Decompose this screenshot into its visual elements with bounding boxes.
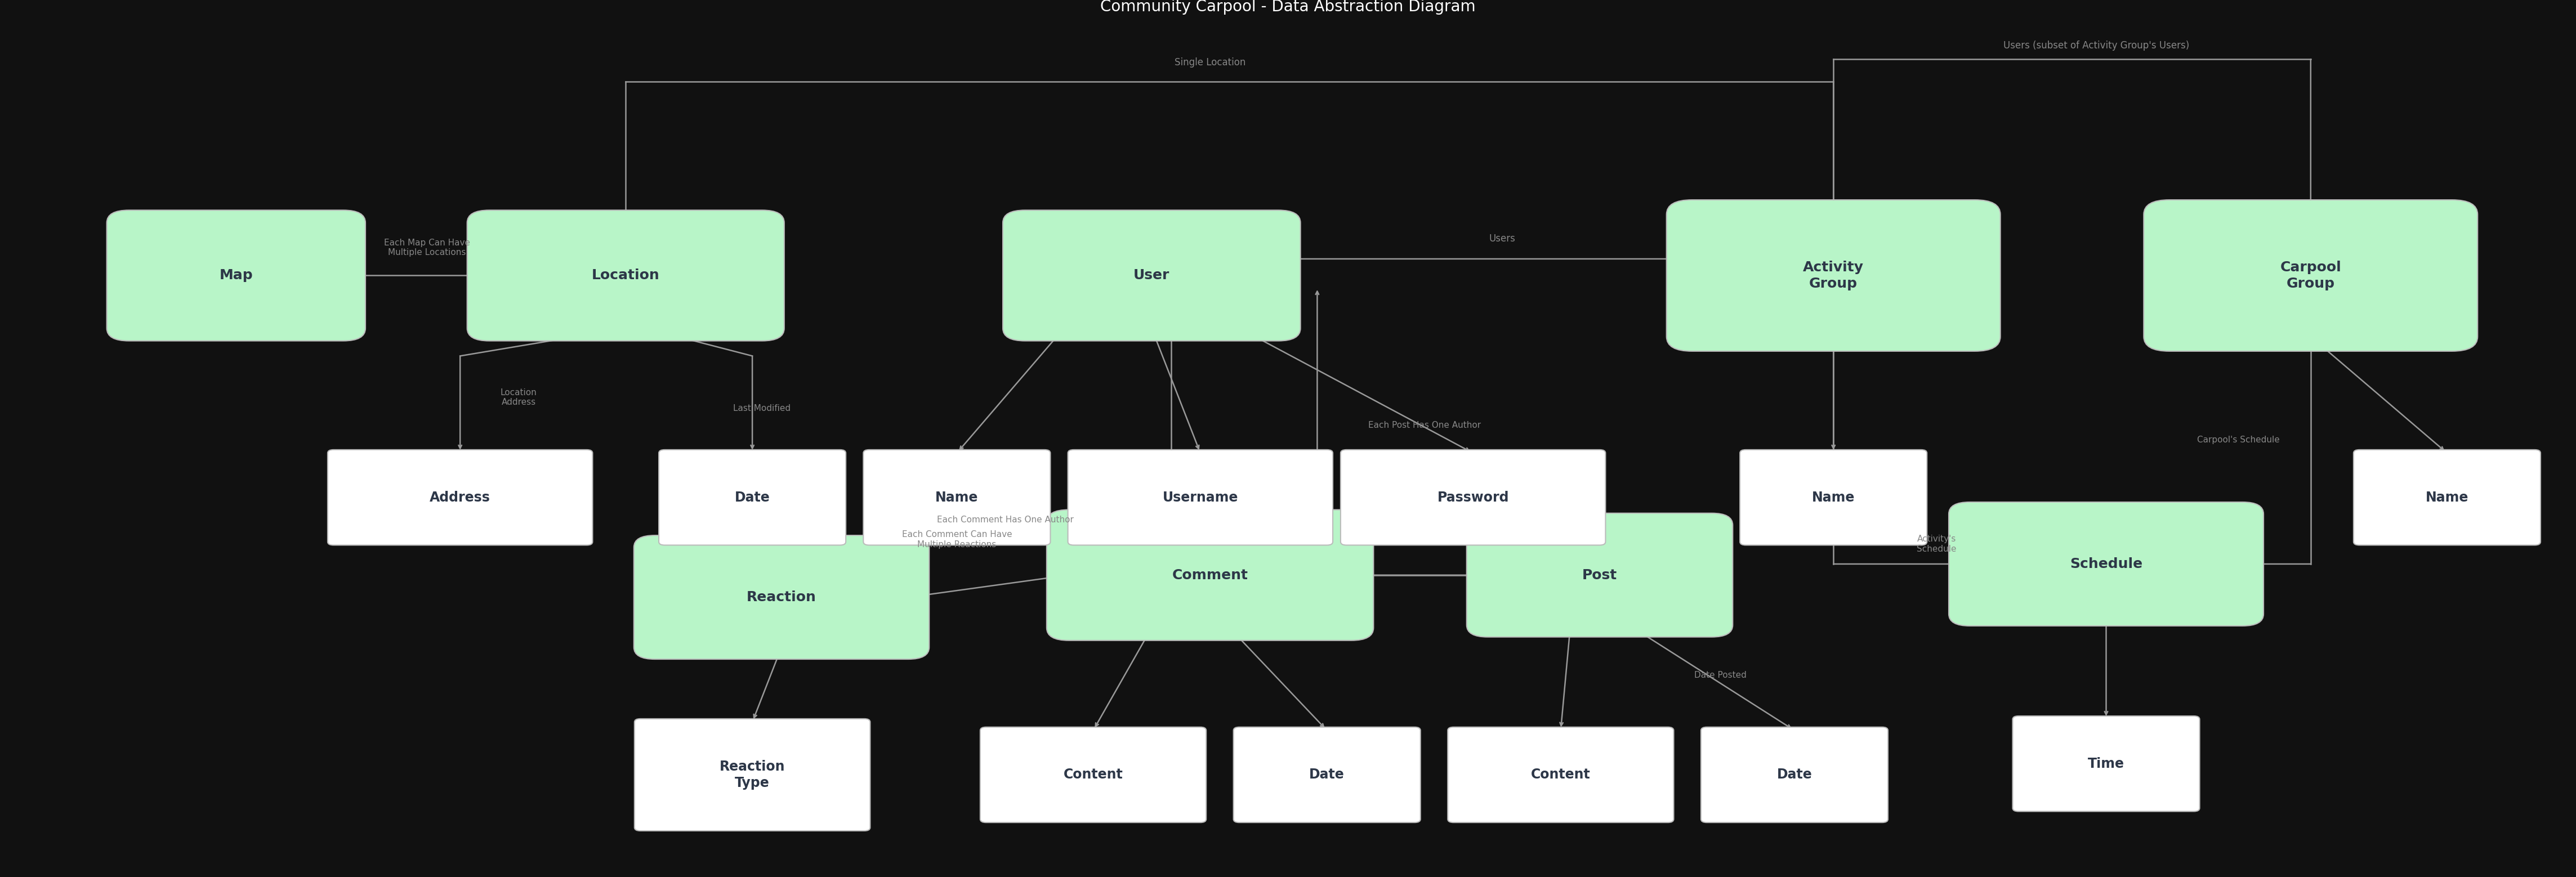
Text: Last Modified: Last Modified xyxy=(734,404,791,413)
Text: Post: Post xyxy=(1582,568,1618,581)
Text: Comment: Comment xyxy=(1172,568,1249,581)
Text: Users: Users xyxy=(1489,234,1515,244)
Text: Each Comment Has One Author: Each Comment Has One Author xyxy=(938,516,1074,524)
Text: Community Carpool - Data Abstraction Diagram: Community Carpool - Data Abstraction Dia… xyxy=(1100,0,1476,15)
Text: Date: Date xyxy=(1777,768,1811,781)
FancyBboxPatch shape xyxy=(1046,510,1373,640)
FancyBboxPatch shape xyxy=(1950,503,2264,626)
Text: Activity
Group: Activity Group xyxy=(1803,260,1865,290)
FancyBboxPatch shape xyxy=(634,719,871,831)
FancyBboxPatch shape xyxy=(2012,716,2200,811)
Text: Name: Name xyxy=(2427,490,2468,504)
FancyBboxPatch shape xyxy=(634,535,930,660)
FancyBboxPatch shape xyxy=(659,450,845,545)
Text: Carpool
Group: Carpool Group xyxy=(2280,260,2342,290)
Text: Name: Name xyxy=(935,490,979,504)
FancyBboxPatch shape xyxy=(327,450,592,545)
Text: Each Map Can Have
Multiple Locations: Each Map Can Have Multiple Locations xyxy=(384,239,469,257)
Text: Map: Map xyxy=(219,268,252,282)
Text: Single Location: Single Location xyxy=(1175,57,1247,68)
Text: Password: Password xyxy=(1437,490,1510,504)
Text: Activity's
Schedule: Activity's Schedule xyxy=(1917,535,1958,553)
Text: User: User xyxy=(1133,268,1170,282)
FancyBboxPatch shape xyxy=(1739,450,1927,545)
Text: Name: Name xyxy=(1811,490,1855,504)
Text: Username: Username xyxy=(1162,490,1239,504)
FancyBboxPatch shape xyxy=(106,210,366,341)
Text: Content: Content xyxy=(1530,768,1589,781)
FancyBboxPatch shape xyxy=(1667,200,2002,351)
Text: Location: Location xyxy=(592,268,659,282)
Text: Reaction
Type: Reaction Type xyxy=(719,759,786,790)
Text: Date: Date xyxy=(734,490,770,504)
Text: Schedule: Schedule xyxy=(2069,557,2143,571)
Text: Reaction: Reaction xyxy=(747,590,817,604)
Text: Each Comment Can Have
Multiple Reactions: Each Comment Can Have Multiple Reactions xyxy=(902,531,1012,549)
Text: Address: Address xyxy=(430,490,489,504)
FancyBboxPatch shape xyxy=(2354,450,2540,545)
FancyBboxPatch shape xyxy=(1700,727,1888,823)
FancyBboxPatch shape xyxy=(1340,450,1605,545)
FancyBboxPatch shape xyxy=(1448,727,1674,823)
FancyBboxPatch shape xyxy=(1466,513,1734,637)
Text: Location
Address: Location Address xyxy=(500,389,536,407)
Text: Date Posted: Date Posted xyxy=(1695,671,1747,679)
Text: Content: Content xyxy=(1064,768,1123,781)
FancyBboxPatch shape xyxy=(1234,727,1419,823)
FancyBboxPatch shape xyxy=(466,210,783,341)
Text: Each Post Has One Author: Each Post Has One Author xyxy=(1368,421,1481,430)
FancyBboxPatch shape xyxy=(1002,210,1301,341)
FancyBboxPatch shape xyxy=(2143,200,2478,351)
Text: Time: Time xyxy=(2087,757,2125,771)
FancyBboxPatch shape xyxy=(981,727,1206,823)
FancyBboxPatch shape xyxy=(1069,450,1332,545)
Text: Users (subset of Activity Group's Users): Users (subset of Activity Group's Users) xyxy=(2004,41,2190,51)
Text: Date: Date xyxy=(1309,768,1345,781)
FancyBboxPatch shape xyxy=(863,450,1051,545)
Text: Carpool's Schedule: Carpool's Schedule xyxy=(2197,436,2280,444)
